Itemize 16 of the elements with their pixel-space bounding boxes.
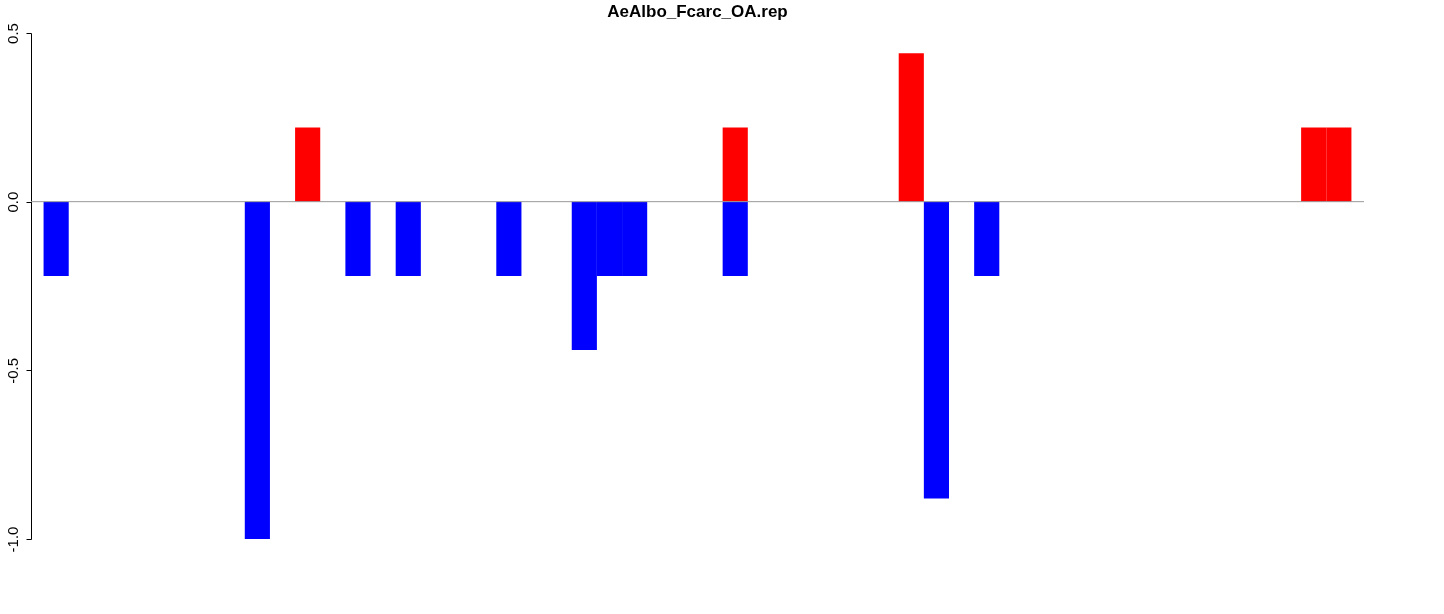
y-tick-label: -0.5 xyxy=(3,357,21,384)
y-tick-label: -1.0 xyxy=(3,526,21,553)
chart-title: AeAlbo_Fcarc_OA.rep xyxy=(607,1,788,21)
bar xyxy=(722,127,748,202)
bar xyxy=(244,201,270,539)
bar xyxy=(898,53,924,202)
bar xyxy=(345,201,371,276)
bar xyxy=(722,201,748,276)
y-tick-label: 0.0 xyxy=(3,191,21,213)
bar xyxy=(395,201,421,276)
y-tick-label: 0.5 xyxy=(3,23,21,44)
bar xyxy=(496,201,522,276)
bar xyxy=(295,127,321,202)
bar xyxy=(923,201,950,499)
bar xyxy=(43,201,69,276)
bar xyxy=(974,201,1000,276)
